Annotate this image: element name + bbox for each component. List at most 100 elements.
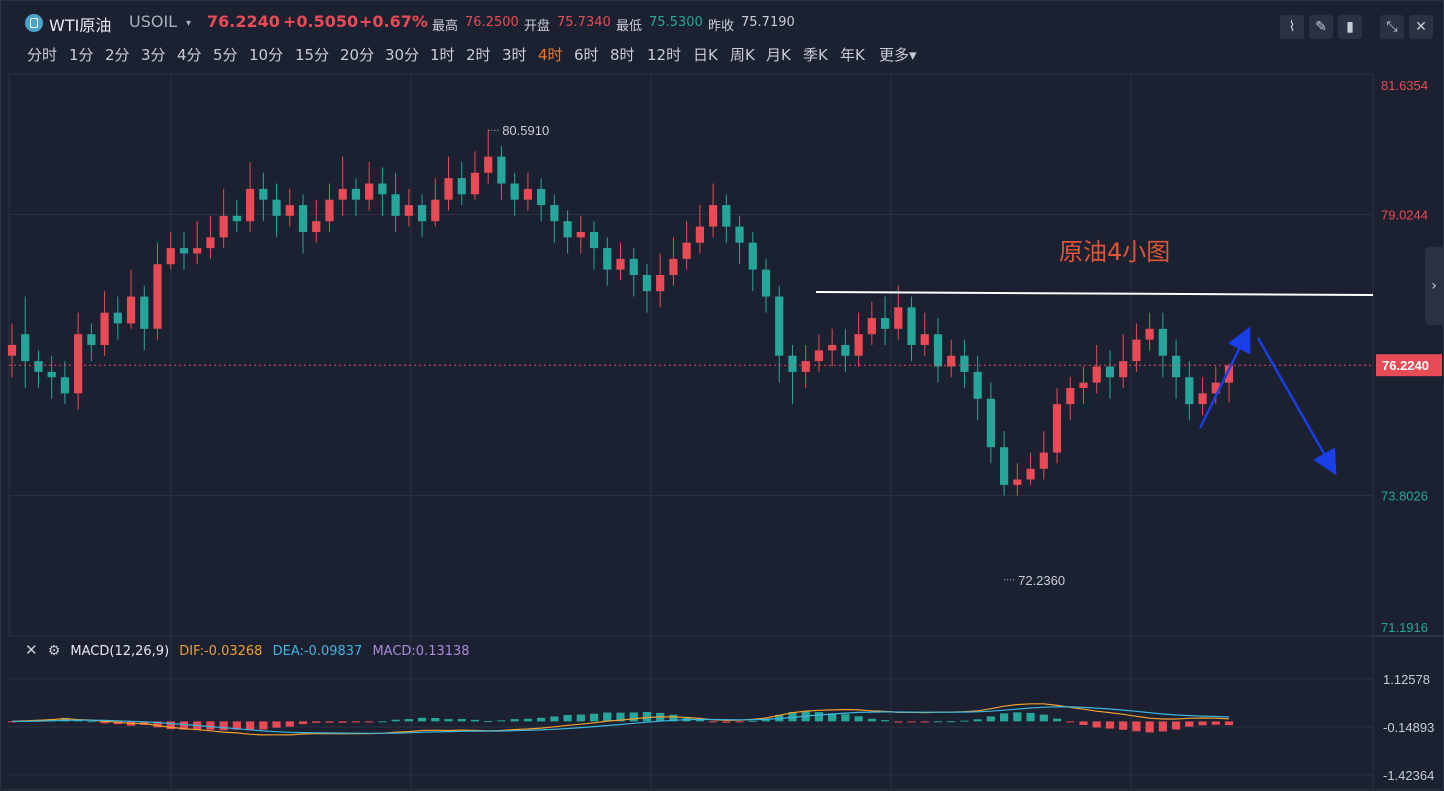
up-arrow[interactable] — [1198, 326, 1251, 429]
dif-label: DIF:-0.03268 — [179, 644, 263, 659]
timeframe-21[interactable]: 年K — [840, 46, 865, 64]
macd-histogram-bar — [867, 718, 876, 722]
open-label: 开盘 — [524, 19, 551, 34]
candle-body — [735, 226, 744, 243]
symbol-icon — [25, 14, 43, 32]
candle-body — [34, 361, 43, 372]
timeframe-18[interactable]: 周K — [730, 46, 755, 64]
timeframe-2[interactable]: 2分 — [105, 46, 130, 64]
macd-histogram-bar — [1066, 721, 1075, 723]
macd-histogram-bar — [986, 716, 995, 722]
timeframe-10[interactable]: 1时 — [430, 46, 455, 64]
timeframe-14[interactable]: 6时 — [574, 46, 599, 64]
macd-histogram-bar — [365, 721, 374, 723]
candle-body — [100, 312, 109, 345]
macd-histogram-bar — [880, 720, 890, 722]
timeframe-16[interactable]: 12时 — [647, 46, 682, 64]
macd-histogram-bar — [60, 717, 70, 722]
candle-body — [656, 275, 665, 292]
candle-body — [470, 172, 480, 195]
candle-body — [761, 269, 771, 297]
candle-body — [285, 205, 294, 216]
candle-body — [523, 188, 533, 200]
macd-histogram-bar — [642, 711, 652, 722]
timeframe-22[interactable]: 更多▾ — [879, 46, 917, 64]
down-arrow[interactable] — [1256, 337, 1337, 476]
open-value: 75.7340 — [557, 15, 611, 30]
macd-histogram-bar — [695, 719, 704, 722]
candle-body — [140, 296, 149, 329]
collapse-icon[interactable]: ⤡ — [1380, 15, 1404, 39]
timeframe-8[interactable]: 20分 — [340, 46, 375, 64]
candle-body — [431, 199, 440, 222]
timeframe-19[interactable]: 月K — [766, 46, 791, 64]
timeframe-20[interactable]: 季K — [803, 46, 828, 64]
candle-body — [444, 178, 453, 200]
symbol-dropdown-icon[interactable]: ▾ — [186, 18, 192, 29]
candle-body — [907, 307, 916, 345]
macd-histogram-bar — [1185, 721, 1194, 727]
y-tick-label: 73.8026 — [1381, 488, 1428, 503]
macd-histogram-bar — [470, 719, 480, 722]
timeframe-13[interactable]: 4时 — [538, 46, 563, 64]
candle-body — [417, 205, 427, 222]
candle-body — [682, 242, 691, 259]
candle-body — [1198, 393, 1207, 405]
draw-pencil-icon[interactable]: ✎ — [1309, 15, 1333, 39]
timeframe-0[interactable]: 分时 — [27, 46, 58, 64]
macd-histogram-bar — [1132, 721, 1141, 732]
macd-histogram-bar — [550, 716, 559, 722]
timeframe-7[interactable]: 15分 — [295, 46, 330, 64]
candle-body — [986, 398, 995, 448]
candle-body — [841, 344, 850, 356]
candle-body — [246, 188, 255, 222]
close-icon[interactable]: ✕ — [1409, 15, 1433, 39]
timeframe-11[interactable]: 2时 — [466, 46, 491, 64]
macd-histogram-bar — [589, 713, 599, 722]
candle-body — [497, 156, 506, 184]
candle-body — [1092, 366, 1101, 383]
candle-body — [1026, 468, 1035, 480]
candle-body — [576, 231, 585, 238]
macd-histogram-bar — [312, 721, 321, 723]
price-change-pct: +0.67% — [359, 12, 428, 31]
timeframe-3[interactable]: 3分 — [141, 46, 166, 64]
expand-panel-icon[interactable]: › — [1425, 247, 1443, 325]
resistance-line[interactable] — [815, 291, 1374, 296]
low-value: 75.5300 — [649, 15, 703, 30]
candle-body — [21, 334, 30, 362]
timeframe-1[interactable]: 1分 — [69, 46, 94, 64]
macd-label: MACD(12,26,9) — [70, 644, 170, 659]
timeframe-4[interactable]: 4分 — [177, 46, 202, 64]
symbol-name[interactable]: WTI原油 — [49, 16, 112, 35]
timeframe-6[interactable]: 10分 — [249, 46, 284, 64]
candle-type-icon[interactable]: ▮ — [1338, 15, 1362, 39]
macd-histogram-bar — [298, 721, 308, 725]
macd-close-icon[interactable]: ✕ — [25, 641, 38, 659]
timeframe-17[interactable]: 日K — [693, 46, 718, 64]
macd-histogram-bar — [788, 712, 797, 722]
timeframe-15[interactable]: 8时 — [610, 46, 635, 64]
timeframe-12[interactable]: 3时 — [502, 46, 527, 64]
macd-histogram-bar — [537, 717, 546, 722]
candle-body — [1066, 388, 1075, 405]
chart-line-icon[interactable]: ⌇ — [1280, 15, 1304, 39]
candle-body — [126, 296, 136, 324]
macd-value-label: MACD:0.13138 — [372, 644, 470, 659]
candle-body — [960, 355, 969, 372]
candle-body — [788, 355, 797, 372]
macd-tick-label: 1.12578 — [1383, 672, 1430, 687]
macd-settings-icon[interactable]: ⚙ — [47, 643, 61, 659]
candle-body — [391, 194, 400, 216]
macd-histogram-bar — [748, 720, 757, 722]
macd-histogram-bar — [1013, 712, 1022, 722]
macd-histogram-bar — [1211, 721, 1220, 725]
candle-body — [153, 264, 162, 329]
macd-tick-label: -1.42364 — [1383, 768, 1434, 783]
macd-histogram-bar — [1119, 721, 1128, 730]
symbol-code[interactable]: USOIL — [129, 12, 178, 31]
timeframe-9[interactable]: 30分 — [385, 46, 420, 64]
candle-body — [1119, 361, 1128, 378]
timeframe-5[interactable]: 5分 — [213, 46, 238, 64]
